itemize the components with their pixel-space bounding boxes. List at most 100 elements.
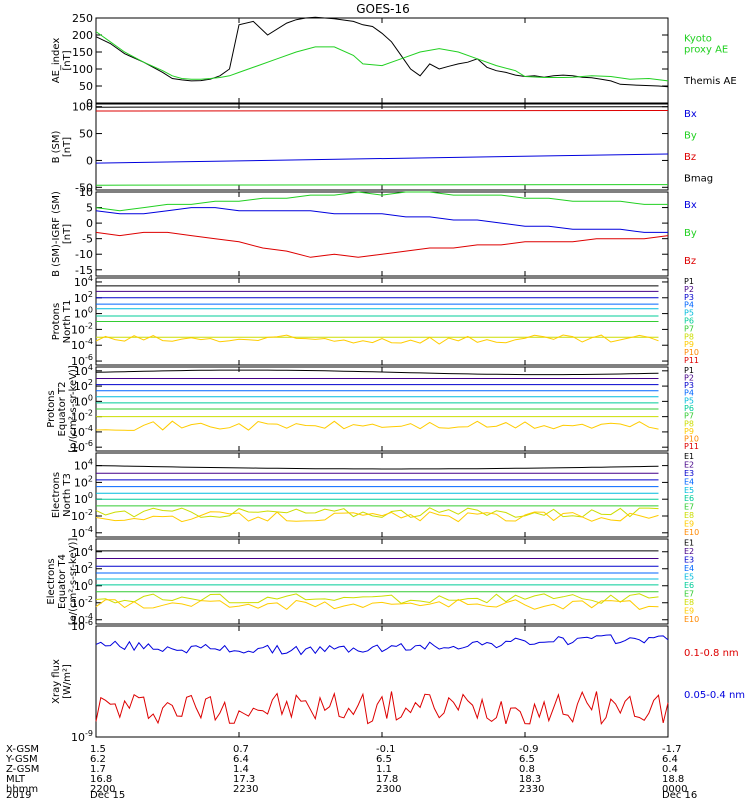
y-tick-label-p3-2: 10-2 [71,321,93,336]
x-tick-value-3-4: 2330 [519,784,544,795]
channel-line-p5-0 [95,465,659,470]
y-tick-label-p0-3: 150 [72,46,93,59]
y-tick-label-p5-3: 102 [74,474,93,489]
y-tick-label-p2-0: -15 [75,264,93,277]
legend-p6-0: E1 [684,538,694,547]
legend-p6-5: E6 [684,581,694,590]
y-tick-label-p4-5: 104 [74,363,93,378]
x-tick-value-4-1: 6.4 [662,754,678,765]
x-tick-value-2-3: 17.8 [376,774,398,785]
y-tick-label-p3-1: 10-4 [71,337,93,352]
y-tick-label-p0-2: 100 [72,63,93,76]
legend-p5-7: E8 [684,511,694,520]
x-tick-value-0-4: 2200 [90,784,115,795]
y-tick-label-p2-2: -5 [82,233,93,246]
chart-title: GOES-16 [356,2,410,16]
legend-p5-9: E10 [684,528,699,537]
y-axis-label-p0: AE_index[nT] [51,38,73,84]
legend-p3-9: P10 [684,348,699,357]
legend-p4-5: P6 [684,404,694,413]
legend-p1-0: Bx [684,109,697,120]
x-tick-value-1-3: 17.3 [233,774,255,785]
legend-p4-3: P4 [684,389,694,398]
y-tick-label-p1-3: 100 [72,101,93,114]
x-tick-value-3-1: 6.5 [519,754,535,765]
legend-p3-5: P6 [684,317,694,326]
x-tick-value-1-4: 2230 [233,784,258,795]
x-row-label-2: Z-GSM [6,764,39,775]
legend-p6-6: E7 [684,589,694,598]
y-tick-label-p3-5: 104 [74,274,93,289]
legend-p3-7: P8 [684,332,694,341]
legend-p3-6: P7 [684,324,694,333]
x-tick-value-3-3: 18.3 [519,774,541,785]
y-tick-label-p6-4: 104 [74,544,93,559]
y-axis-label-p6: ElectronsEquator T4[e/(cm²-s-sr-keV)] [46,538,79,626]
series-line-p1-1 [95,184,669,186]
channel-line-p4-0 [95,369,659,376]
legend-p4-7: P8 [684,419,694,428]
y-axis-label-p4: ProtonsEquator T2[p/(cm²-s-sr-keV)] [46,365,79,453]
legend-p2-1: By [684,228,697,239]
x-row-label-0: X-GSM [6,744,39,755]
series-line-p2-0 [95,191,668,212]
panel-frame-5 [95,452,669,538]
x-row-label-1: Y-GSM [5,754,38,765]
y-tick-label-p3-3: 100 [74,306,93,321]
panel-frame-0 [95,17,669,104]
channel-line-p3-8 [95,334,659,345]
x-tick-value-0-5: Dec 15 [90,790,125,800]
channel-line-p4-8 [95,420,659,431]
legend-p3-0: P1 [684,277,694,286]
legend-p1-1: By [684,130,697,141]
y-axis-label-p1: B (SM)[nT] [51,130,73,163]
x-tick-value-0-1: 6.2 [90,754,106,765]
legend-p4-4: P5 [684,396,694,405]
series-line-p2-2 [95,231,669,258]
legend-p4-0: P1 [684,366,694,375]
legend-xray-1: 0.05-0.4 nm [684,690,745,701]
x-row-label-3: MLT [6,774,26,785]
x-tick-value-0-3: 16.8 [90,774,112,785]
y-tick-label-p7-0: 10-9 [71,729,93,744]
panel-frame-7 [95,625,669,738]
x-tick-value-2-1: 6.5 [376,754,392,765]
y-axis-label-p5: ElectronsNorth T3 [51,472,73,518]
channel-line-p5-8 [95,511,659,523]
legend-p2-2: Bz [684,256,696,267]
x-tick-value-2-2: 1.1 [376,764,392,775]
legend-p3-4: P5 [684,309,694,318]
y-tick-label-p1-0: -50 [75,181,93,194]
legend-p5-6: E7 [684,503,694,512]
y-tick-label-p4-2: 10-2 [71,409,93,424]
channel-line-p5-7 [95,507,659,518]
y-tick-label-p6-0: 10-4 [71,612,93,627]
series-line-p1-3 [95,106,669,108]
y-tick-label-p2-4: 5 [86,202,93,215]
legend-p4-10: P11 [684,442,699,451]
series-line-p0-0 [95,16,669,88]
legend-p2-0: Bx [684,200,697,211]
y-axis-label-p2: B (SM)-IGRF (SM)[nT] [51,191,73,277]
x-tick-value-4-5: Dec 16 [662,790,697,800]
xray-line-p7-1 [95,634,669,656]
x-row-label-5: 2019 [6,790,31,800]
x-tick-value-1-0: 0.7 [233,744,249,755]
legend-p6-9: E10 [684,615,699,624]
x-tick-value-1-2: 1.4 [233,764,249,775]
legend-p3-3: P4 [684,301,694,310]
x-tick-value-4-3: 18.8 [662,774,684,785]
y-tick-label-p4-1: 10-4 [71,424,93,439]
legend-p4-1: P2 [684,373,694,382]
y-tick-label-p2-1: -10 [75,248,93,261]
panel-frame-6 [95,538,669,625]
legend-p5-3: E4 [684,477,694,486]
y-tick-label-p7-1: 10-6 [71,618,93,633]
y-tick-label-p1-2: 50 [79,128,93,141]
legend-p1-3: Bmag [684,173,713,184]
legend-p0-1: Themis AE [683,76,737,87]
x-tick-value-4-4: 0000 [662,784,687,795]
legend-p1-2: Bz [684,152,696,163]
panel-frame-1 [95,103,669,191]
